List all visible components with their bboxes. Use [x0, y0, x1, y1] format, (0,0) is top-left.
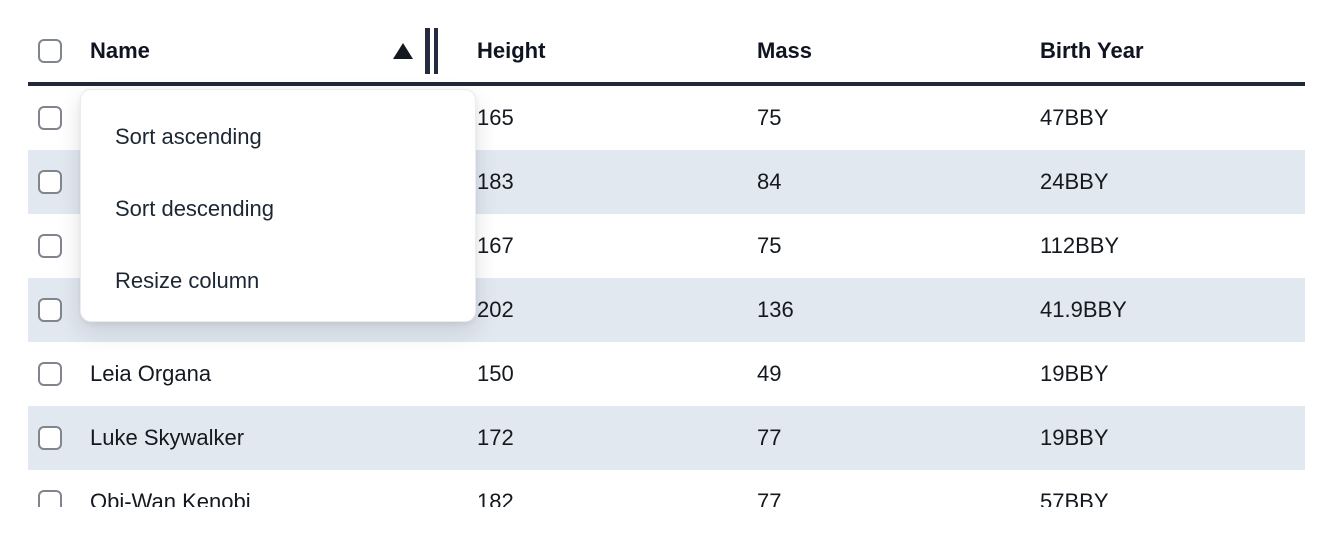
- menu-item-sort-ascending[interactable]: Sort ascending: [115, 124, 262, 149]
- column-header-birth-year-label: Birth Year: [1040, 38, 1144, 63]
- row-checkbox[interactable]: [38, 170, 62, 194]
- cell-height: 202: [477, 297, 514, 322]
- table-row: Leia Organa 150 49 19BBY: [28, 342, 1305, 406]
- row-checkbox[interactable]: [38, 106, 62, 130]
- sort-ascending-icon: [393, 43, 413, 59]
- row-checkbox-cell: [28, 86, 90, 150]
- row-checkbox-cell: [28, 470, 90, 507]
- cell-mass: 77: [757, 489, 782, 507]
- column-header-height[interactable]: Height: [477, 20, 757, 82]
- cell-height: 165: [477, 105, 514, 130]
- row-checkbox[interactable]: [38, 298, 62, 322]
- table-viewport: Name Height Mass Birth Year 165 75: [28, 0, 1305, 507]
- menu-item-resize-column[interactable]: Resize column: [115, 268, 260, 293]
- row-checkbox[interactable]: [38, 426, 62, 450]
- cell-name: Luke Skywalker: [90, 425, 245, 450]
- row-checkbox[interactable]: [38, 234, 62, 258]
- cell-mass: 84: [757, 169, 782, 194]
- row-checkbox-cell: [28, 406, 90, 470]
- cell-height: 183: [477, 169, 514, 194]
- row-checkbox-cell: [28, 278, 90, 342]
- cell-birth-year: 41.9BBY: [1040, 297, 1127, 322]
- cell-name: Leia Organa: [90, 361, 212, 386]
- cell-birth-year: 47BBY: [1040, 105, 1109, 130]
- cell-mass: 75: [757, 233, 782, 258]
- cell-birth-year: 112BBY: [1040, 233, 1120, 258]
- row-checkbox[interactable]: [38, 362, 62, 386]
- column-resize-handle[interactable]: [425, 28, 438, 74]
- table-row: Obi-Wan Kenobi 182 77 57BBY: [28, 470, 1305, 507]
- column-context-menu: Sort ascending Sort descending Resize co…: [80, 89, 476, 322]
- table-row: Luke Skywalker 172 77 19BBY: [28, 406, 1305, 470]
- cell-mass: 49: [757, 361, 782, 386]
- header-checkbox-cell: [28, 20, 90, 82]
- cell-birth-year: 24BBY: [1040, 169, 1109, 194]
- column-header-birth-year[interactable]: Birth Year: [1040, 20, 1305, 82]
- cell-birth-year: 19BBY: [1040, 425, 1109, 450]
- cell-height: 167: [477, 233, 514, 258]
- column-header-name-label: Name: [90, 38, 150, 63]
- cell-height: 150: [477, 361, 514, 386]
- resize-bar-icon: [433, 28, 438, 74]
- row-checkbox-cell: [28, 150, 90, 214]
- cell-mass: 77: [757, 425, 782, 450]
- column-header-name[interactable]: Name: [90, 20, 477, 82]
- row-checkbox[interactable]: [38, 490, 62, 507]
- column-header-height-label: Height: [477, 38, 546, 63]
- cell-height: 182: [477, 489, 514, 507]
- cell-birth-year: 57BBY: [1040, 489, 1109, 507]
- column-header-mass-label: Mass: [757, 38, 813, 63]
- cell-mass: 136: [757, 297, 794, 322]
- table-header-row: Name Height Mass Birth Year: [28, 0, 1305, 86]
- row-checkbox-cell: [28, 342, 90, 406]
- column-header-mass[interactable]: Mass: [757, 20, 1040, 82]
- row-checkbox-cell: [28, 214, 90, 278]
- cell-mass: 75: [757, 105, 782, 130]
- cell-birth-year: 19BBY: [1040, 361, 1109, 386]
- menu-item-sort-descending[interactable]: Sort descending: [115, 196, 274, 221]
- cell-name: Obi-Wan Kenobi: [90, 489, 251, 507]
- select-all-checkbox[interactable]: [38, 39, 62, 63]
- resize-bar-icon: [425, 28, 430, 74]
- cell-height: 172: [477, 425, 514, 450]
